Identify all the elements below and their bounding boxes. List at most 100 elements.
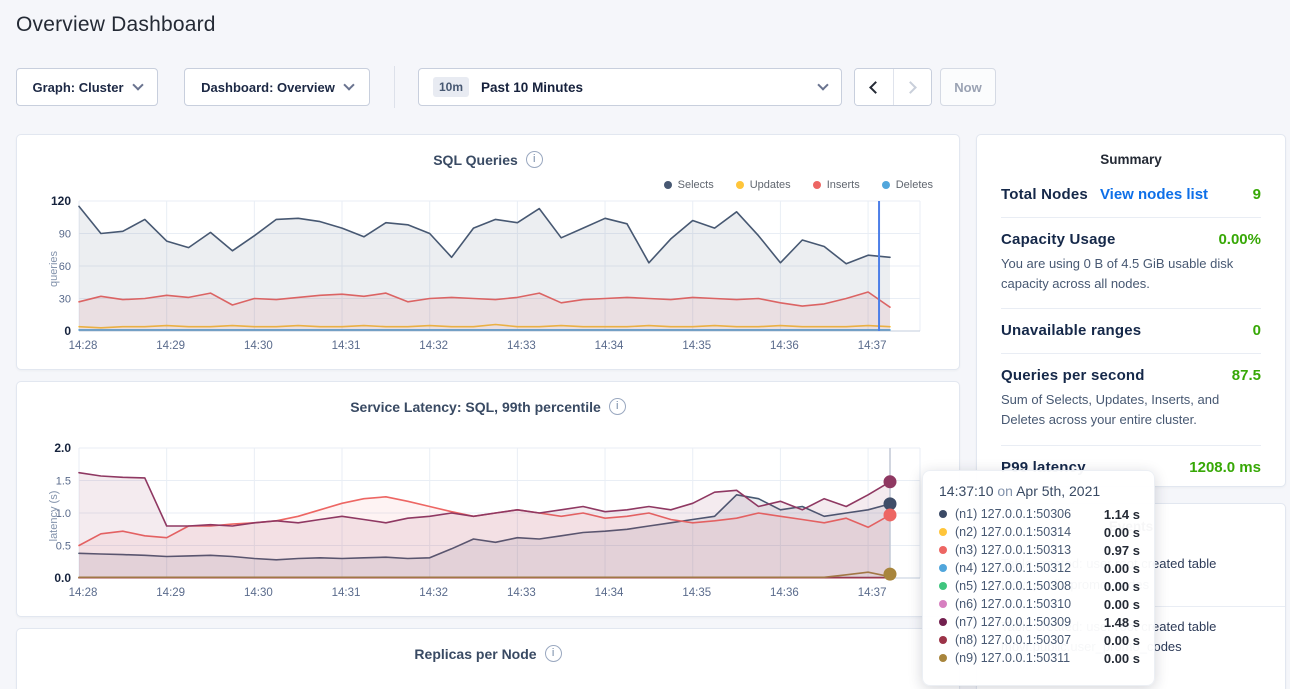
svg-text:14:32: 14:32 [419, 587, 448, 599]
chart-hover-tooltip: 14:37:10 on Apr 5th, 2021 (n1) 127.0.0.1… [922, 470, 1155, 686]
service-latency-title: Service Latency: SQL, 99th percentile [350, 398, 601, 415]
node-latency-value: 1.48 s [1103, 614, 1140, 630]
tooltip-node-row: (n9) 127.0.0.1:50311 0.00 s [939, 649, 1140, 667]
tooltip-timestamp: 14:37:10 on Apr 5th, 2021 [939, 483, 1140, 499]
node-address: (n1) 127.0.0.1:50306 [955, 507, 1072, 521]
svg-text:14:37: 14:37 [858, 340, 887, 352]
svg-text:14:34: 14:34 [595, 340, 624, 352]
svg-text:14:31: 14:31 [332, 587, 361, 599]
svg-text:14:28: 14:28 [69, 340, 98, 352]
svg-text:14:32: 14:32 [419, 340, 448, 352]
info-icon[interactable]: i [608, 398, 626, 415]
time-nav-group [854, 68, 932, 106]
summary-row-value: 0.00% [1218, 231, 1261, 248]
time-range-selector[interactable]: 10m Past 10 Minutes [418, 68, 842, 106]
node-address: (n7) 127.0.0.1:50309 [955, 615, 1072, 629]
chevron-left-icon [868, 80, 882, 94]
summary-row-value: 1208.0 ms [1189, 458, 1261, 476]
svg-text:0: 0 [64, 324, 71, 338]
node-color-dot [939, 636, 947, 644]
tooltip-date-connector: on [997, 483, 1013, 499]
summary-row-label: Total Nodes [1001, 186, 1088, 203]
svg-text:14:36: 14:36 [770, 340, 799, 352]
summary-row: Capacity Usage 0.00% You are using 0 B of … [1001, 217, 1261, 308]
legend-dot [735, 181, 744, 189]
info-icon[interactable]: i [525, 151, 543, 168]
svg-text:2.0: 2.0 [54, 441, 71, 455]
svg-text:60: 60 [59, 261, 71, 273]
svg-text:1.5: 1.5 [56, 476, 71, 488]
chevron-down-icon [817, 79, 829, 91]
page-title: Overview Dashboard [16, 13, 216, 36]
legend-item-updates: Updates [735, 179, 791, 191]
tooltip-rows: (n1) 127.0.0.1:50306 1.14 s (n2) 127.0.0.1… [939, 505, 1140, 667]
node-latency-value: 1.14 s [1103, 506, 1140, 522]
chevron-down-icon [131, 79, 144, 91]
node-address: (n5) 127.0.0.1:50308 [955, 579, 1072, 593]
svg-text:14:29: 14:29 [156, 587, 185, 599]
svg-text:1.0: 1.0 [56, 508, 71, 520]
sql-queries-card: SQL Queries i Selects Updates Inserts Delet… [16, 134, 960, 370]
summary-row-value: 87.5 [1231, 367, 1261, 385]
summary-row-value: 9 [1252, 186, 1261, 203]
node-color-dot [939, 654, 947, 662]
toolbar-divider [394, 66, 395, 108]
summary-row-label: Capacity Usage [1001, 231, 1116, 248]
svg-text:30: 30 [59, 294, 71, 306]
summary-row: Queries per second 87.5 Sum of Selects, Up… [1001, 353, 1261, 444]
view-nodes-list-link[interactable]: View nodes list [1099, 186, 1209, 203]
sql-queries-title: SQL Queries [433, 151, 518, 168]
time-next-button[interactable] [892, 69, 931, 105]
sql-queries-chart[interactable]: 14:28 14:29 14:30 14:31 14:32 14:33 14:34 14:35… [17, 191, 961, 367]
service-latency-chart[interactable]: 14:28 14:29 14:30 14:31 14:32 14:33 14:34 14:35… [17, 438, 961, 614]
legend-item-deletes: Deletes [881, 179, 933, 191]
summary-row: Total Nodes View nodes list 9 [1001, 173, 1261, 217]
legend-item-inserts: Inserts [812, 179, 860, 191]
info-icon[interactable]: i [544, 645, 562, 662]
svg-text:14:36: 14:36 [770, 587, 799, 599]
svg-text:14:35: 14:35 [682, 587, 711, 599]
node-address: (n6) 127.0.0.1:50310 [955, 597, 1072, 611]
node-latency-value: 0.00 s [1103, 524, 1140, 540]
time-prev-button[interactable] [855, 69, 893, 105]
svg-text:120: 120 [51, 194, 71, 208]
tooltip-node-row: (n4) 127.0.0.1:50312 0.00 s [939, 559, 1140, 577]
tooltip-date: Apr 5th, 2021 [1016, 483, 1101, 499]
graph-dropdown-label: Graph: Cluster [32, 79, 124, 95]
tooltip-node-row: (n6) 127.0.0.1:50310 0.00 s [939, 595, 1140, 613]
node-color-dot [939, 618, 947, 626]
dashboard-dropdown[interactable]: Dashboard: Overview [184, 68, 370, 106]
sql-queries-legend: Selects Updates Inserts Deletes [663, 179, 933, 191]
svg-text:0.0: 0.0 [54, 571, 71, 585]
svg-text:14:37: 14:37 [858, 587, 887, 599]
legend-label: Updates [749, 179, 791, 191]
node-latency-value: 0.00 s [1103, 596, 1140, 612]
dashboard-dropdown-label: Dashboard: Overview [201, 79, 335, 95]
node-color-dot [939, 546, 947, 554]
legend-item-selects: Selects [663, 179, 714, 191]
legend-dot [812, 181, 821, 189]
node-latency-value: 0.00 s [1103, 578, 1140, 594]
svg-text:0.5: 0.5 [56, 541, 71, 553]
summary-row-description: You are using 0 B of 4.5 GiB usable disk… [1001, 256, 1234, 292]
tooltip-node-row: (n1) 127.0.0.1:50306 1.14 s [939, 505, 1140, 523]
node-address: (n2) 127.0.0.1:50314 [955, 525, 1072, 539]
legend-label: Inserts [826, 179, 860, 191]
svg-text:14:33: 14:33 [507, 340, 536, 352]
summary-rows: Total Nodes View nodes list 9 Capacity Usag… [977, 173, 1285, 490]
graph-dropdown[interactable]: Graph: Cluster [16, 68, 158, 106]
node-color-dot [939, 600, 947, 608]
tooltip-node-row: (n5) 127.0.0.1:50308 0.00 s [939, 577, 1140, 595]
now-button[interactable]: Now [940, 68, 996, 106]
node-color-dot [939, 582, 947, 590]
node-address: (n3) 127.0.0.1:50313 [955, 543, 1072, 557]
svg-text:14:31: 14:31 [332, 340, 361, 352]
service-latency-card: Service Latency: SQL, 99th percentile i … [16, 381, 960, 617]
legend-dot [881, 181, 890, 189]
tooltip-node-row: (n3) 127.0.0.1:50313 0.97 s [939, 541, 1140, 559]
svg-text:14:30: 14:30 [244, 587, 273, 599]
node-address: (n8) 127.0.0.1:50307 [955, 633, 1072, 647]
tooltip-node-row: (n2) 127.0.0.1:50314 0.00 s [939, 523, 1140, 541]
summary-row-label: Unavailable ranges [1001, 322, 1142, 340]
